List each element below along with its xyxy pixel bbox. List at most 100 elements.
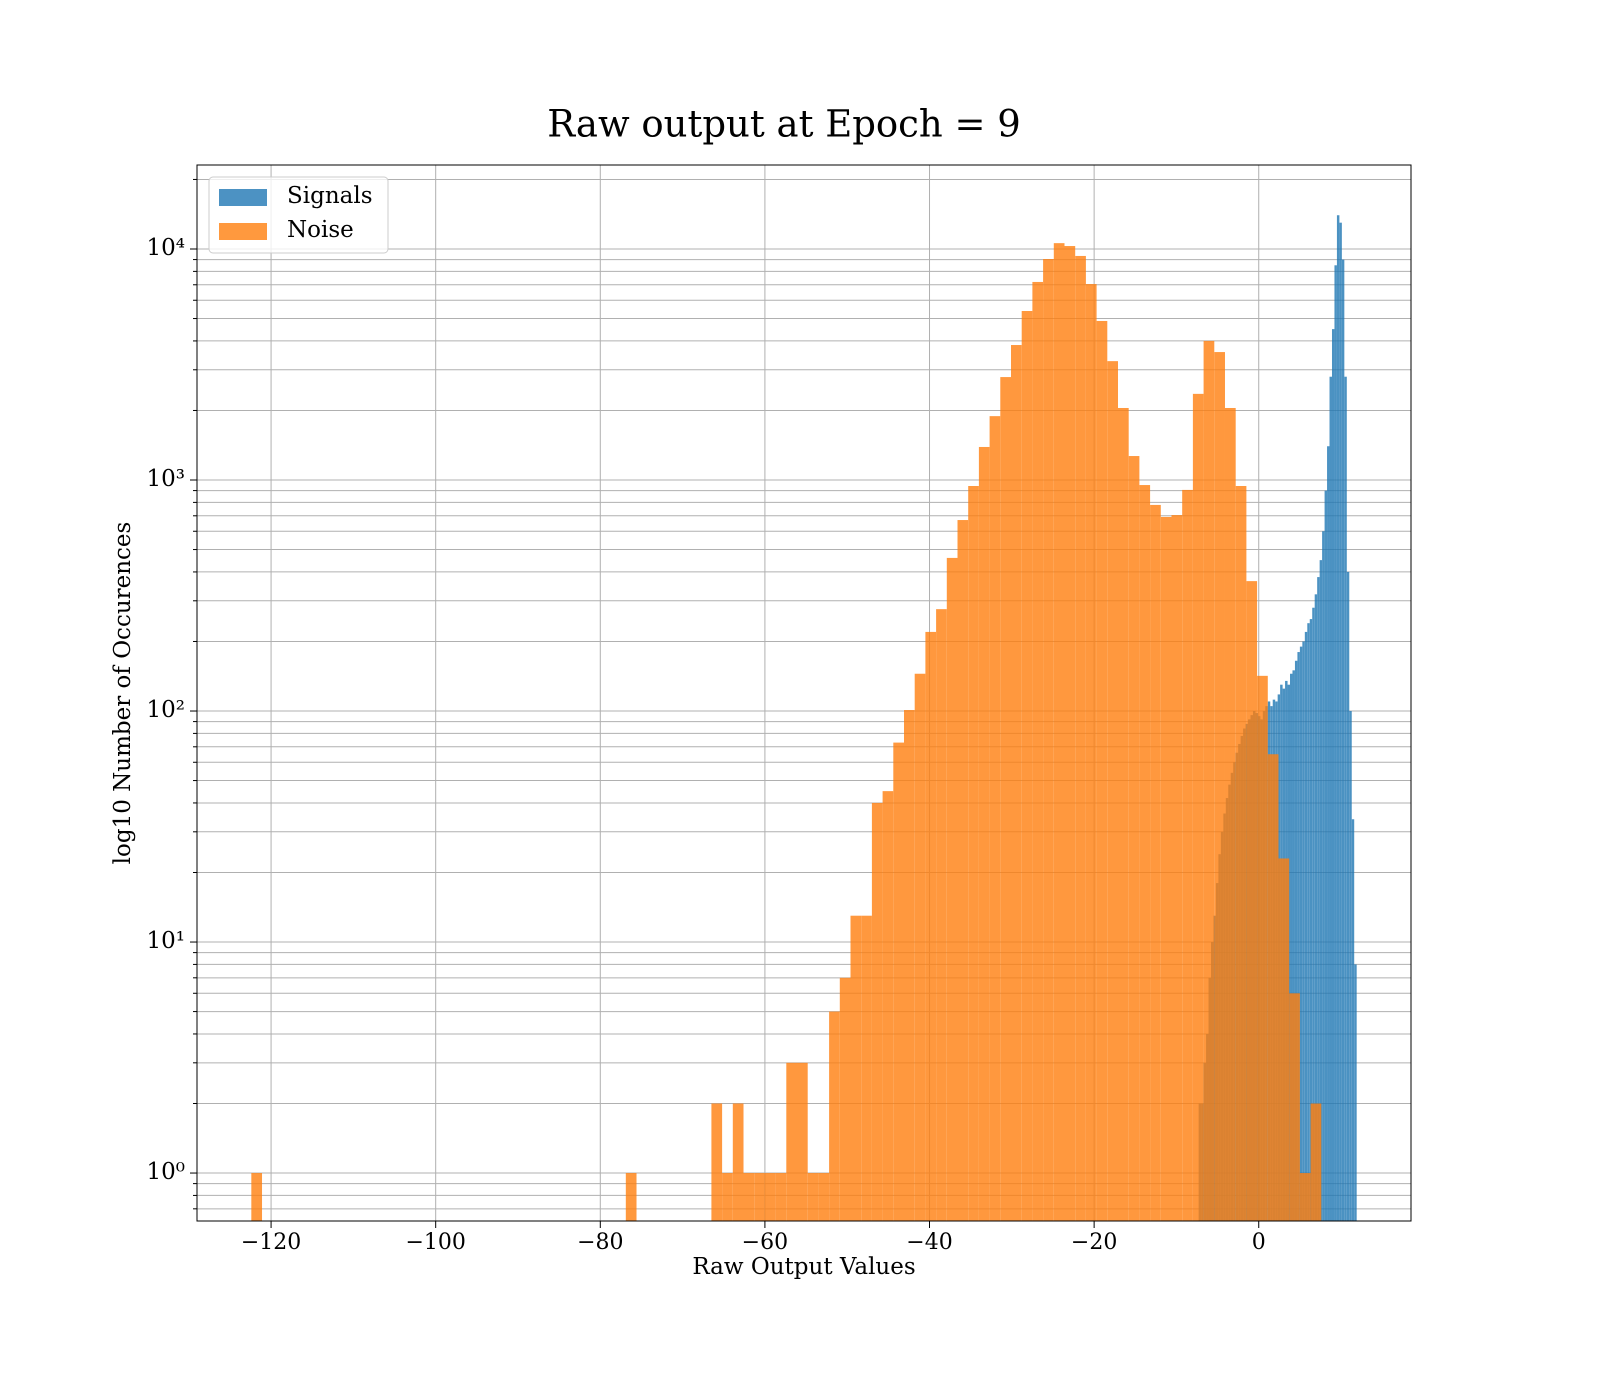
histogram-bar bbox=[786, 1062, 798, 1221]
histogram-bar bbox=[625, 1173, 637, 1221]
x-axis-label: Raw Output Values bbox=[692, 1254, 915, 1280]
histogram-bar bbox=[1000, 377, 1011, 1221]
histogram-bar bbox=[882, 791, 894, 1221]
histogram-bar bbox=[1289, 993, 1300, 1221]
histogram-bar bbox=[1182, 489, 1193, 1221]
histogram-bar bbox=[743, 1173, 755, 1221]
histogram-bar bbox=[1224, 407, 1236, 1221]
histogram-bar bbox=[1075, 255, 1086, 1221]
histogram-bar bbox=[1064, 246, 1076, 1221]
chart-title: Raw output at Epoch = 9 bbox=[547, 103, 1021, 146]
histogram-bar bbox=[1346, 571, 1350, 1221]
histogram-bar bbox=[1349, 711, 1352, 1221]
histogram-bar bbox=[1331, 329, 1335, 1221]
histogram-bar bbox=[797, 1062, 808, 1221]
histogram-bar bbox=[1257, 675, 1268, 1221]
histogram-bar bbox=[989, 416, 1001, 1221]
histogram-bar bbox=[1336, 215, 1340, 1221]
histogram-bar bbox=[850, 915, 862, 1221]
histogram-bar bbox=[946, 557, 958, 1221]
histogram-bar bbox=[1192, 393, 1204, 1221]
x-tick-label: −100 bbox=[405, 1230, 465, 1255]
histogram-bar bbox=[1278, 858, 1290, 1221]
histogram-bar bbox=[1160, 516, 1172, 1221]
histogram-bar bbox=[1322, 531, 1325, 1221]
histogram-bar bbox=[1150, 504, 1161, 1221]
histogram-bar bbox=[839, 977, 851, 1221]
legend-swatch bbox=[219, 223, 267, 240]
histogram-bar bbox=[1339, 222, 1342, 1221]
histogram-bar bbox=[1317, 577, 1320, 1221]
histogram-bar bbox=[904, 710, 915, 1221]
histogram-bar bbox=[1329, 376, 1332, 1221]
plot-frame bbox=[196, 164, 1412, 1222]
x-tick-label: −40 bbox=[906, 1230, 952, 1255]
histogram-bar bbox=[1043, 259, 1054, 1221]
y-tick-label: 10³ bbox=[147, 466, 186, 492]
histogram-bar bbox=[775, 1173, 787, 1221]
histogram-bar bbox=[1096, 320, 1108, 1221]
x-tick-label: 0 bbox=[1252, 1230, 1266, 1255]
y-tick-label: 10⁰ bbox=[147, 1159, 186, 1185]
histogram-bar bbox=[732, 1103, 744, 1221]
histogram-bar bbox=[764, 1173, 776, 1221]
x-tick-label: −60 bbox=[742, 1230, 788, 1255]
histogram-bar bbox=[1267, 754, 1279, 1221]
legend-swatch bbox=[219, 189, 267, 206]
histogram-series bbox=[251, 243, 1322, 1222]
histogram-bar bbox=[1299, 1173, 1311, 1221]
histogram-bar bbox=[1246, 581, 1258, 1221]
histogram-bar bbox=[861, 915, 872, 1221]
y-tick-label: 10⁴ bbox=[147, 235, 186, 261]
histogram-bar bbox=[1354, 964, 1357, 1221]
histogram-bar bbox=[1235, 486, 1247, 1221]
histogram-bar bbox=[1032, 281, 1044, 1221]
histogram-bar bbox=[1139, 485, 1151, 1221]
histogram-bar bbox=[1334, 265, 1337, 1221]
y-tick-label: 10² bbox=[147, 697, 186, 723]
histogram-bar bbox=[1010, 345, 1022, 1221]
histogram-bar bbox=[1053, 243, 1065, 1221]
y-tick-label: 10¹ bbox=[147, 928, 186, 954]
legend-label: Signals bbox=[287, 183, 373, 209]
histogram-bar bbox=[1294, 660, 1298, 1221]
x-tick-label: −120 bbox=[241, 1230, 301, 1255]
histogram-bar bbox=[818, 1173, 830, 1221]
histogram-bar bbox=[914, 673, 926, 1221]
histogram-bar bbox=[1307, 623, 1310, 1221]
histogram-bar bbox=[1117, 407, 1129, 1221]
histogram-bar bbox=[1351, 819, 1355, 1221]
histogram-bar bbox=[1021, 311, 1033, 1221]
histogram-bar bbox=[1292, 670, 1295, 1221]
histogram-bar bbox=[1214, 352, 1225, 1221]
x-tick-label: −20 bbox=[1071, 1230, 1117, 1255]
histogram-bar bbox=[1319, 560, 1323, 1221]
histogram-bar bbox=[957, 520, 969, 1221]
histogram-bar bbox=[722, 1173, 733, 1221]
x-tick-label: −80 bbox=[577, 1230, 623, 1255]
histogram-bar bbox=[1341, 259, 1345, 1221]
histogram-bar bbox=[754, 1173, 765, 1221]
y-axis-label: log10 Number of Occurences bbox=[110, 522, 136, 865]
histogram-bar bbox=[978, 446, 990, 1221]
histogram-bar bbox=[251, 1173, 263, 1221]
histogram-bar bbox=[1085, 284, 1097, 1221]
histogram-bar bbox=[1302, 641, 1305, 1221]
histogram-bar bbox=[1324, 490, 1328, 1221]
histogram-bar bbox=[871, 802, 883, 1221]
histogram-bar bbox=[1299, 646, 1303, 1221]
histogram-bar bbox=[925, 631, 937, 1221]
histogram-bar bbox=[1107, 361, 1118, 1221]
histogram-bar bbox=[968, 486, 979, 1221]
histogram-bar bbox=[1304, 631, 1308, 1221]
histogram-bar bbox=[1312, 607, 1315, 1221]
histogram-bar bbox=[711, 1103, 723, 1221]
histogram-bar bbox=[1309, 619, 1313, 1221]
histogram-bar bbox=[1314, 594, 1318, 1221]
legend-label: Noise bbox=[287, 217, 354, 243]
histogram-bar bbox=[1297, 652, 1300, 1221]
histogram-bar bbox=[936, 609, 947, 1221]
histogram-bar bbox=[829, 1011, 840, 1221]
